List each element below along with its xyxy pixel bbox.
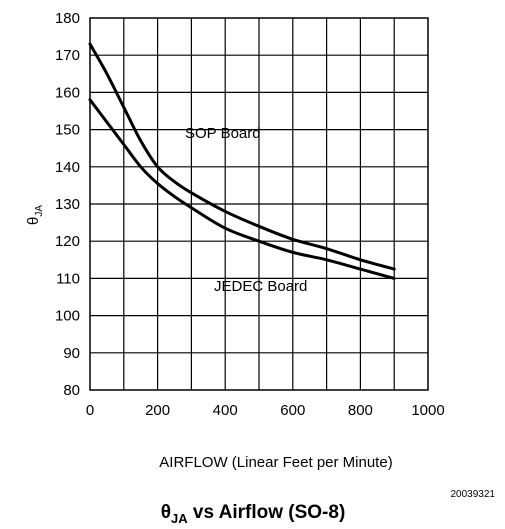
y-tick-label: 90 — [63, 345, 80, 362]
y-tick-label: 160 — [55, 84, 80, 101]
annotation-sop-board: SOP Board — [185, 125, 261, 142]
y-tick-label: 100 — [55, 308, 80, 325]
y-tick-label: 130 — [55, 196, 80, 213]
y-tick-label: 180 — [55, 10, 80, 27]
y-tick-label: 170 — [55, 47, 80, 64]
svg-text:θJA: θJA — [25, 205, 45, 225]
y-axis-label: θJA — [25, 205, 45, 225]
x-tick-label: 800 — [348, 402, 373, 419]
y-tick-label: 150 — [55, 122, 80, 139]
y-tick-label: 110 — [56, 270, 80, 287]
series-line-sop-board — [88, 42, 396, 271]
annotation-jedec-board: JEDEC Board — [214, 278, 307, 295]
chart-title-main: vs Airflow (SO-8) — [193, 502, 345, 523]
series-layer — [88, 42, 396, 280]
y-tick-labels: 80 90 100 110 120 130 140 150 160 170 180 — [55, 10, 80, 399]
x-tick-label: 200 — [145, 402, 170, 419]
y-tick-label: 120 — [55, 233, 80, 250]
figure-id: 20039321 — [451, 489, 496, 500]
y-tick-label: 80 — [63, 382, 80, 399]
grid — [90, 18, 428, 390]
x-tick-labels: 0 200 400 600 800 1000 — [86, 402, 445, 419]
chart-title-subscript: JA — [171, 511, 188, 526]
x-tick-label: 0 — [86, 402, 94, 419]
y-tick-label: 140 — [55, 159, 80, 176]
x-axis-label: AIRFLOW (Linear Feet per Minute) — [159, 454, 392, 471]
plot-frame — [89, 17, 429, 391]
x-tick-label: 1000 — [411, 402, 444, 419]
y-axis-label-symbol: θ — [25, 217, 42, 225]
x-tick-label: 400 — [213, 402, 238, 419]
series-line-jedec-board — [88, 98, 396, 280]
chart-title: θJA vs Airflow (SO-8) — [161, 502, 346, 526]
chart-title-symbol: θ — [161, 502, 171, 523]
x-tick-label: 600 — [280, 402, 305, 419]
y-axis-label-subscript: JA — [34, 205, 45, 217]
